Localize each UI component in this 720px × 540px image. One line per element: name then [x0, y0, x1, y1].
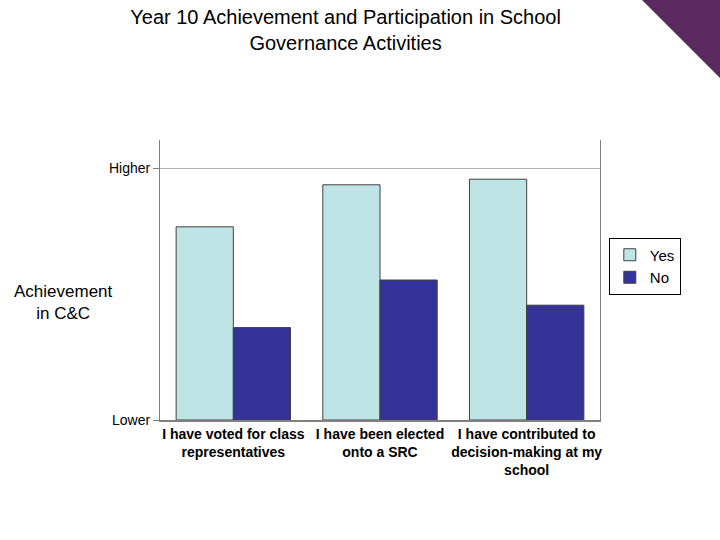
- svg-text:I have been electedonto a SRC: I have been electedonto a SRC: [316, 426, 444, 460]
- svg-text:Higher: Higher: [109, 160, 151, 176]
- svg-text:Yes: Yes: [650, 247, 674, 264]
- svg-text:Achievementin C&C: Achievementin C&C: [14, 282, 113, 323]
- svg-text:I have contributed todecision-: I have contributed todecision-making at …: [451, 426, 602, 478]
- svg-text:No: No: [650, 269, 669, 286]
- svg-text:I have voted for classrepresen: I have voted for classrepresentatives: [162, 426, 305, 460]
- svg-text:Lower: Lower: [112, 412, 150, 428]
- svg-text:Year 10 Achievement and Partic: Year 10 Achievement and Participation in…: [130, 6, 561, 54]
